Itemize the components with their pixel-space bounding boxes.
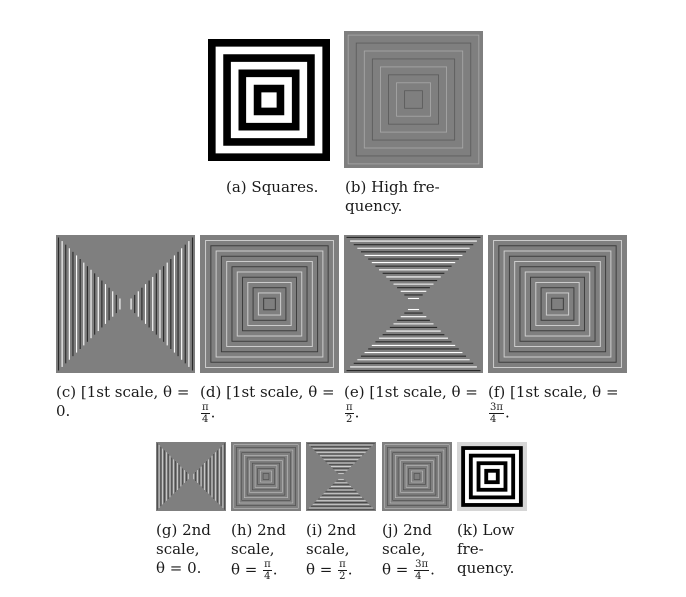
angle-fraction: 3π 4 xyxy=(414,559,430,582)
caption-line-math: θ = 3π 4. xyxy=(382,559,435,582)
diagonal-square-pattern xyxy=(382,442,452,511)
caption-line: (d) [1st scale, θ = xyxy=(200,383,335,401)
scale1-theta-pi4-image xyxy=(200,235,339,373)
high-frequency-image xyxy=(344,31,483,168)
caption-line: scale, xyxy=(231,540,275,558)
caption-line: (a) Squares. xyxy=(226,178,319,196)
caption-word: (b) High fre- xyxy=(345,178,440,196)
caption-k: (k) Low fre- quency. xyxy=(457,521,527,578)
caption-line: (f) [1st scale, θ = xyxy=(488,383,619,401)
angle-fraction: 3π 4 xyxy=(489,402,504,425)
caption-line-math: 3π 4. xyxy=(489,402,510,425)
horizontal-bowtie-pattern xyxy=(344,235,483,373)
scale2-theta-pi4-image xyxy=(231,442,301,511)
caption-line: θ = 0. xyxy=(156,559,202,577)
low-frequency-image xyxy=(457,442,527,511)
high-frequency-squares xyxy=(344,31,483,168)
horizontal-bowtie-pattern xyxy=(306,442,376,511)
diagonal-square-pattern xyxy=(200,235,339,373)
caption-line: quency. xyxy=(345,197,403,215)
caption-line: scale, xyxy=(382,540,426,558)
scale1-theta0-image xyxy=(56,235,195,373)
vertical-bowtie-pattern xyxy=(156,442,226,511)
caption-c: (c) [1st scale, θ = 0. xyxy=(56,383,195,421)
caption-line: (c) [1st scale, θ = xyxy=(56,383,190,401)
scale1-theta-3pi4-image xyxy=(488,235,627,373)
caption-line: 0. xyxy=(56,402,71,420)
caption-word: (g) 2nd xyxy=(156,521,211,539)
caption-line: quency. xyxy=(457,559,515,577)
concentric-squares xyxy=(457,442,527,511)
caption-g: (g) 2nd scale, θ = 0. xyxy=(156,521,226,578)
caption-line: fre- xyxy=(457,540,484,558)
diagonal-square-pattern xyxy=(488,235,627,373)
caption-j: (j) 2nd scale, θ = 3π 4. xyxy=(382,521,452,582)
concentric-squares xyxy=(208,39,330,161)
caption-b: (b) High fre- quency. xyxy=(345,178,482,216)
caption-word: (h) 2nd xyxy=(231,521,286,539)
vertical-bowtie-pattern xyxy=(56,235,195,373)
scale2-theta0-image xyxy=(156,442,226,511)
scale2-theta-pi2-image xyxy=(306,442,376,511)
caption-line: (k) Low xyxy=(457,521,515,539)
caption-line: scale, xyxy=(156,540,200,558)
caption-line: scale, xyxy=(306,540,350,558)
caption-f: (f) [1st scale, θ = 3π 4. xyxy=(488,383,627,425)
caption-word: (j) 2nd xyxy=(382,521,432,539)
caption-a: (a) Squares. xyxy=(226,178,336,197)
caption-line: (e) [1st scale, θ = xyxy=(344,383,478,401)
diagonal-square-pattern xyxy=(231,442,301,511)
squares-image xyxy=(208,39,330,161)
scale2-theta-3pi4-image xyxy=(382,442,452,511)
caption-word: (i) 2nd xyxy=(306,521,357,539)
scale1-theta-pi2-image xyxy=(344,235,483,373)
